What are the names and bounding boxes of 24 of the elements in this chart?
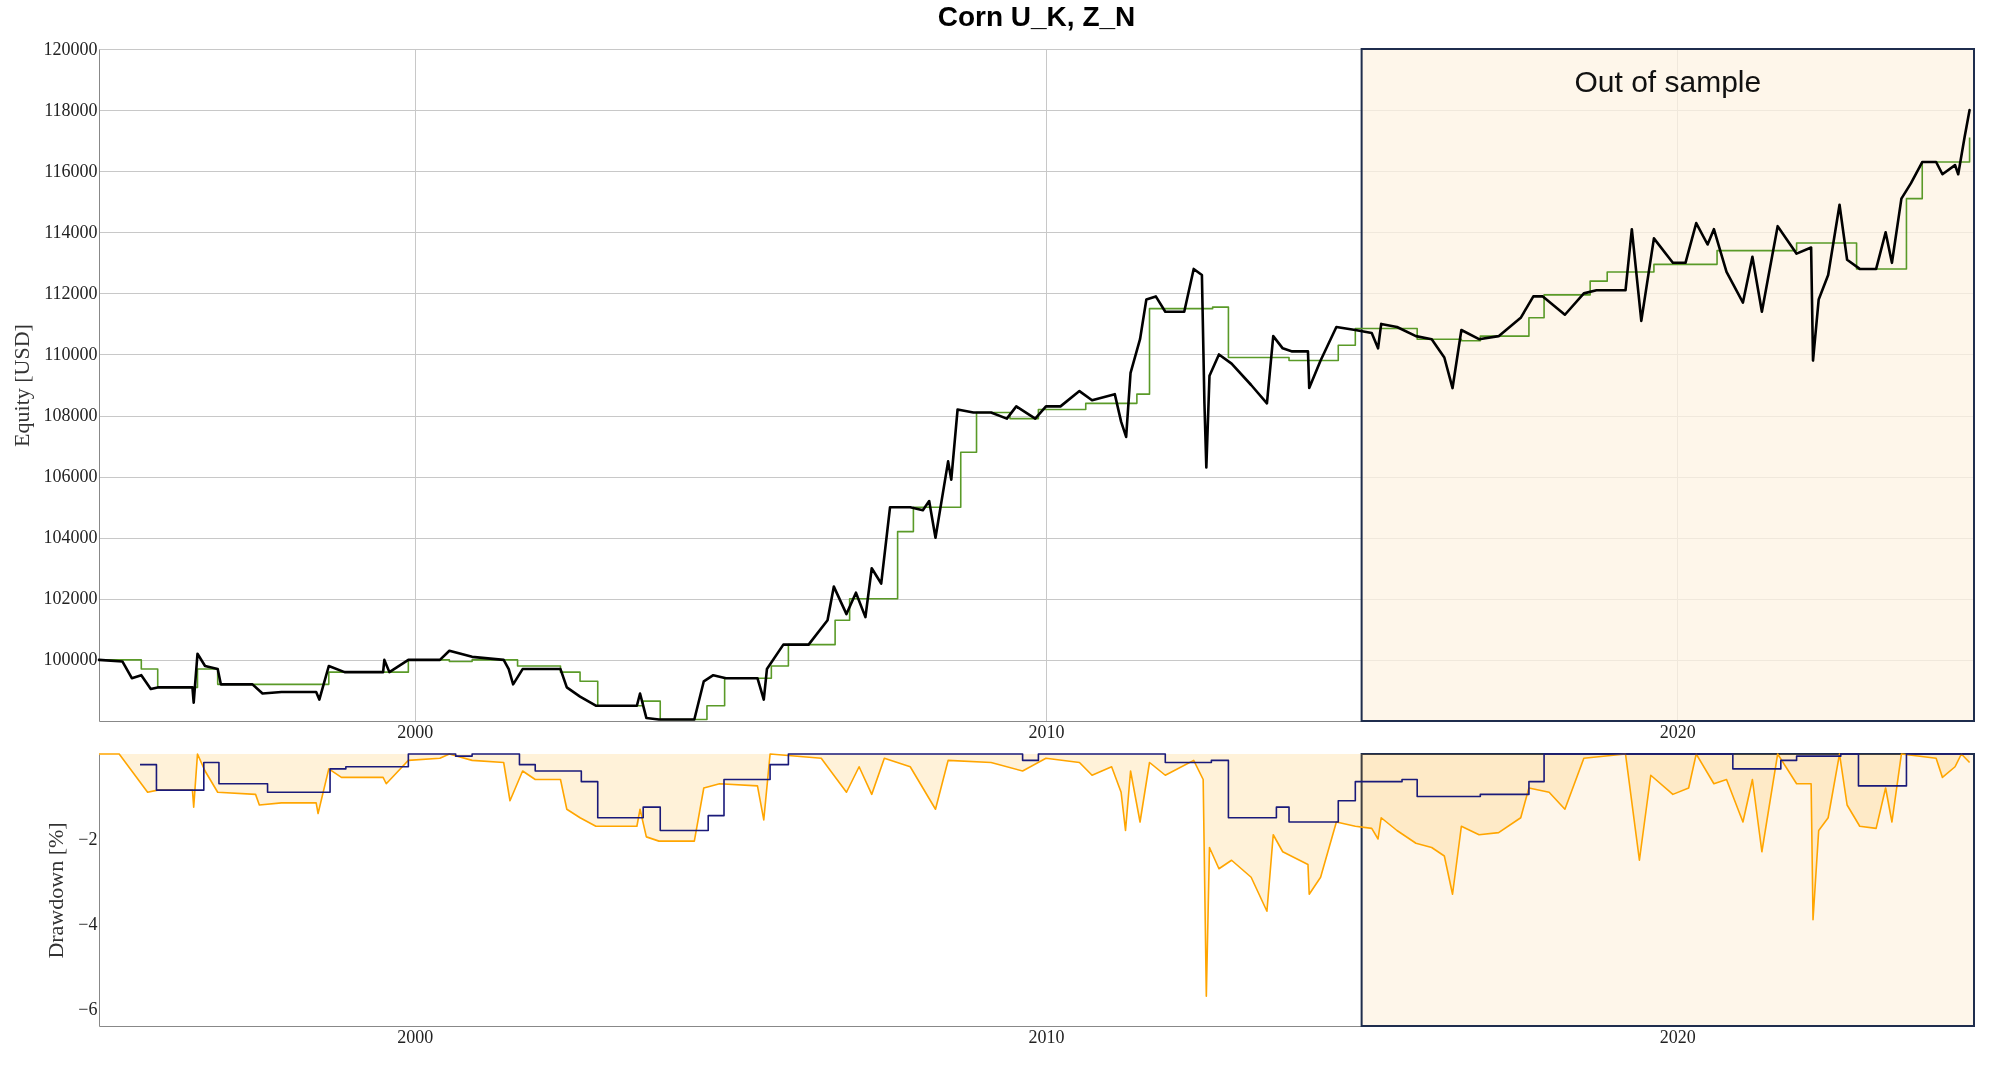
y-tick-label: 106000: [43, 466, 98, 487]
y-tick-label: −6: [78, 998, 98, 1019]
chart-title: Corn U_K, Z_N: [937, 1, 1136, 32]
y-tick-label: 102000: [43, 588, 98, 609]
y-tick-label: 116000: [44, 160, 98, 181]
y-tick-label: 112000: [44, 282, 98, 303]
y-axis-title: Drawdown [%]: [43, 822, 69, 959]
x-tick-label: 2010: [1028, 721, 1065, 742]
y-tick-label: 114000: [44, 221, 98, 242]
y-tick-label: −2: [78, 828, 98, 849]
x-tick-label: 2000: [397, 721, 434, 742]
x-tick-label: 2020: [1659, 1026, 1696, 1047]
x-tick-label: 2010: [1028, 1026, 1065, 1047]
y-axis-title: Equity [USD]: [8, 324, 34, 447]
y-tick-label: 118000: [44, 99, 98, 120]
y-tick-label: 120000: [43, 38, 98, 59]
band-label: Out of sample: [1574, 65, 1762, 98]
y-tick-label: 104000: [43, 527, 98, 548]
y-tick-label: 110000: [44, 343, 98, 364]
x-tick-label: 2000: [397, 1026, 434, 1047]
y-tick-label: 108000: [43, 405, 98, 426]
x-tick-label: 2020: [1659, 721, 1696, 742]
y-tick-label: 100000: [43, 649, 98, 670]
y-tick-label: −4: [78, 913, 98, 934]
